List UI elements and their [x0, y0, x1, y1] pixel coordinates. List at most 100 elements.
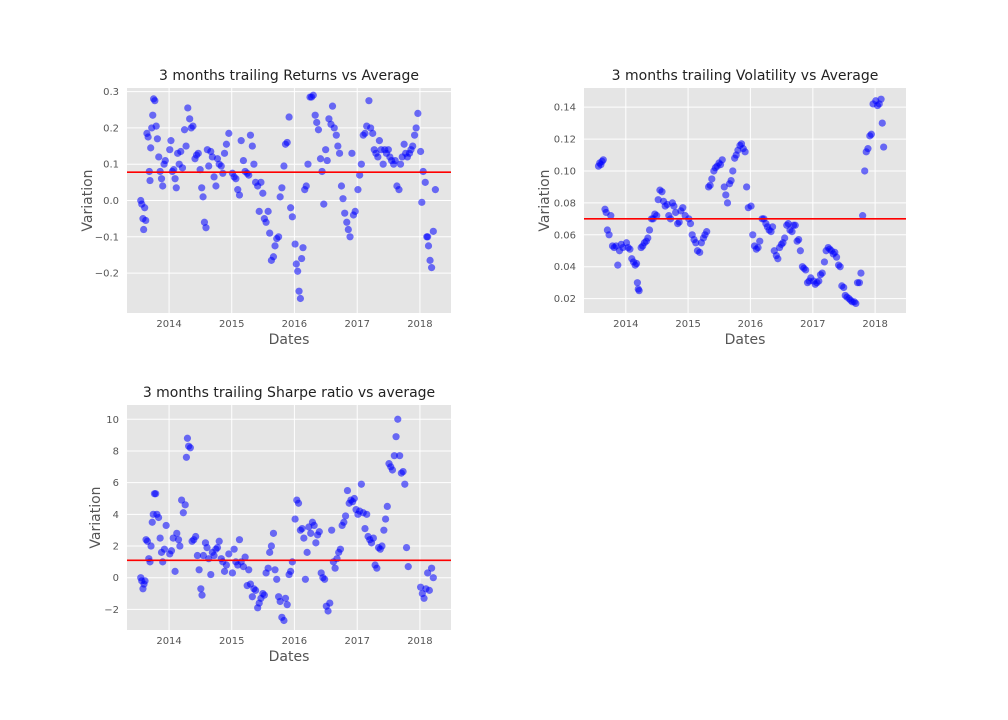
data-point [199, 193, 207, 201]
data-point [420, 594, 428, 602]
data-point [380, 526, 388, 534]
plot-area [584, 88, 906, 313]
data-point [421, 178, 429, 186]
data-point [384, 146, 392, 154]
data-point [195, 566, 203, 574]
data-point [703, 228, 711, 236]
data-point [788, 228, 796, 236]
data-point [335, 149, 344, 157]
data-point [409, 142, 417, 150]
data-point [235, 191, 244, 199]
data-point [280, 616, 288, 625]
data-point [633, 279, 642, 287]
x-axis-label: Dates [269, 332, 310, 348]
data-point [336, 545, 345, 553]
y-tick-label: −0.1 [95, 232, 119, 243]
plot-area [127, 405, 451, 630]
data-point [171, 567, 179, 575]
data-point [217, 162, 225, 170]
data-point [361, 129, 369, 137]
data-point [877, 95, 885, 103]
data-point [394, 415, 402, 423]
x-tick-label: 2018 [407, 319, 432, 330]
data-point [332, 131, 340, 139]
data-point [294, 267, 302, 275]
data-point [326, 599, 334, 607]
data-point [815, 277, 823, 285]
data-point [172, 184, 180, 192]
data-point [271, 242, 279, 250]
data-point [162, 521, 170, 530]
data-point [727, 176, 735, 185]
data-point [781, 234, 789, 242]
x-tick-label: 2016 [282, 319, 307, 330]
y-tick-label: 0.02 [554, 294, 576, 305]
data-point [343, 486, 352, 495]
data-point [202, 224, 210, 232]
data-point [365, 97, 373, 105]
data-point [167, 547, 176, 555]
data-point [396, 160, 405, 168]
data-point [412, 124, 420, 132]
data-point [720, 183, 728, 191]
data-point [269, 253, 278, 261]
data-point [333, 555, 341, 563]
data-point [307, 529, 315, 537]
data-point [802, 266, 810, 274]
y-tick-label: 6 [113, 478, 119, 489]
data-point [645, 226, 654, 234]
data-point [215, 537, 223, 545]
data-point [225, 550, 233, 558]
y-tick-label: 4 [113, 510, 119, 521]
data-point [795, 235, 803, 244]
x-tick-label: 2014 [156, 636, 181, 647]
data-point [605, 231, 613, 239]
data-point [417, 147, 425, 156]
data-point [626, 245, 634, 253]
data-point [296, 294, 305, 303]
data-point [429, 227, 437, 235]
data-point [184, 104, 192, 112]
data-point [147, 542, 155, 550]
x-tick-label: 2017 [800, 319, 825, 330]
data-point [177, 147, 185, 156]
data-point [273, 575, 281, 583]
data-point [295, 287, 303, 295]
data-point [427, 264, 436, 272]
data-point [203, 544, 211, 552]
data-point [181, 501, 189, 509]
data-point [696, 248, 704, 256]
data-point [156, 534, 164, 542]
data-point [708, 175, 716, 183]
data-point [599, 156, 607, 164]
data-point [210, 173, 218, 181]
data-point [291, 240, 299, 248]
data-point [855, 279, 864, 287]
data-point [334, 142, 342, 150]
chart-panel: 2014 2015 2016 2017 2018 −2 0 2 4 6 8 10 3 months tr… [88, 385, 451, 665]
data-point [328, 526, 336, 534]
data-point [154, 513, 163, 522]
data-point [144, 133, 152, 141]
data-point [178, 164, 187, 172]
data-point [151, 97, 159, 105]
data-point [399, 467, 407, 476]
data-point [749, 231, 757, 239]
data-point [381, 515, 390, 523]
data-point [369, 534, 377, 542]
x-tick-label: 2016 [282, 636, 307, 647]
data-point [391, 156, 399, 165]
y-axis-label: Variation [88, 486, 104, 548]
data-point [262, 218, 270, 226]
data-point [283, 138, 291, 147]
data-point [180, 126, 189, 134]
data-point [383, 502, 391, 511]
data-point [340, 518, 348, 526]
data-point [322, 146, 330, 154]
y-tick-label: 0.14 [554, 103, 576, 114]
data-point [230, 545, 238, 553]
chart-panel: 2014 2015 2016 2017 2018 −0.2 −0.1 0.0 0.1 0.2 0.3… [80, 68, 451, 348]
data-point [186, 115, 194, 123]
data-point [374, 153, 382, 161]
data-point [267, 542, 276, 550]
